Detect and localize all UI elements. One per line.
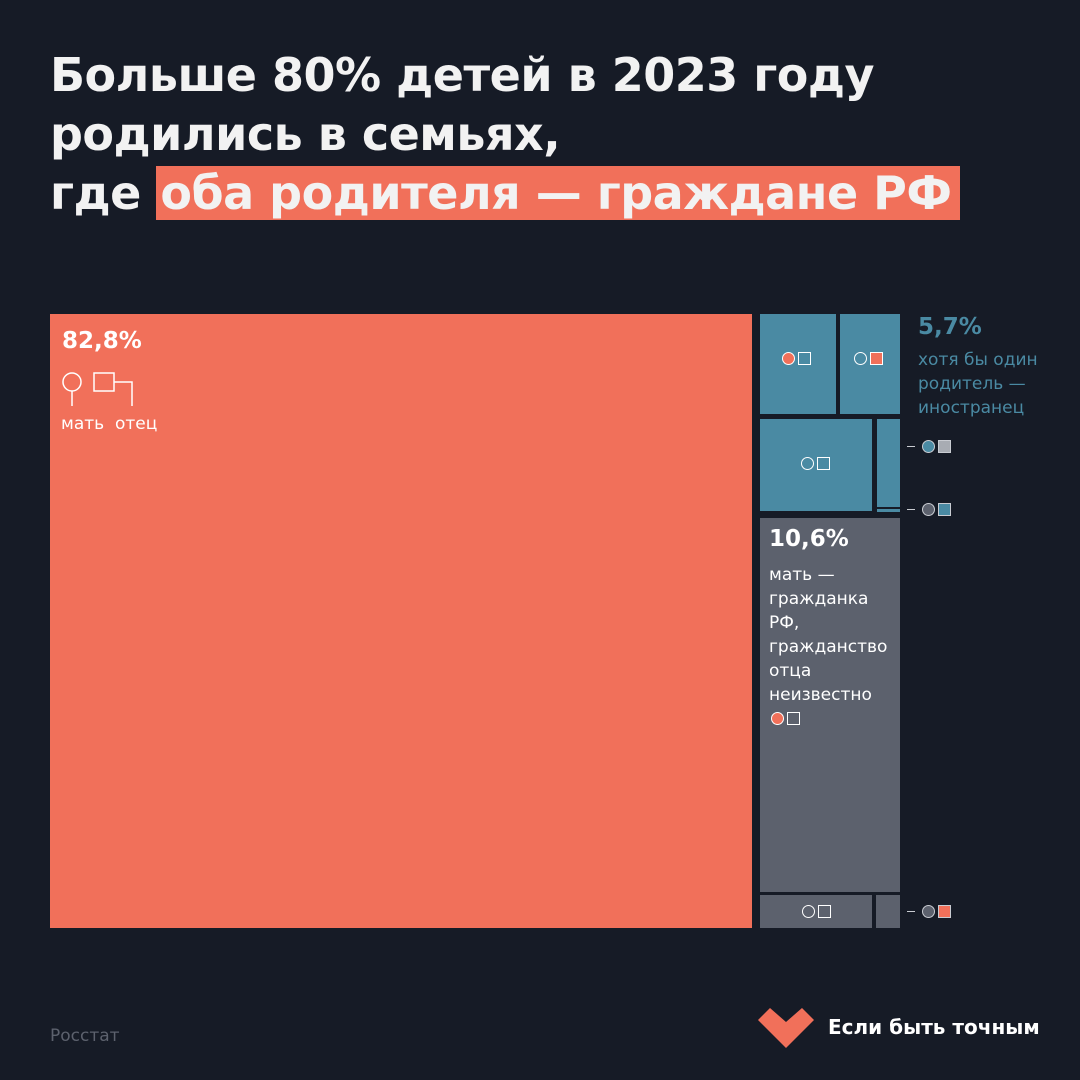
square-icon — [817, 457, 830, 470]
pair-glyph — [782, 352, 811, 365]
circle-icon — [802, 905, 815, 918]
tile-foreign-3 — [760, 419, 872, 511]
leader-line — [907, 445, 915, 448]
legend-key — [62, 372, 133, 406]
big-pct-label: 82,8% — [62, 328, 142, 354]
unknown-text-label: мать — гражданка РФ, гражданство отца не… — [769, 565, 888, 705]
circle-icon — [771, 712, 784, 725]
unknown-pct-label: 10,6% — [769, 526, 849, 552]
tile-foreign-2 — [840, 314, 900, 414]
circle-icon — [801, 457, 814, 470]
leader-line — [907, 910, 915, 913]
square-icon — [818, 905, 831, 918]
circle-icon — [782, 352, 795, 365]
foreign-pct-label: 5,7% — [918, 314, 982, 340]
circle-icon — [62, 372, 82, 392]
pair-glyph — [801, 457, 830, 470]
circle-icon — [854, 352, 867, 365]
title-line-2: родились в семьях, — [50, 107, 561, 161]
legend-labels: мать отец — [61, 414, 157, 434]
square-icon — [938, 440, 951, 453]
pair-glyph — [854, 352, 883, 365]
square-icon — [870, 352, 883, 365]
brand-logo-icon — [758, 1008, 814, 1048]
tile-foreign-4 — [877, 419, 900, 507]
tile-both-citizens: 82,8% — [50, 314, 752, 928]
title-line-3: где оба родителя — граждане РФ — [50, 164, 1050, 223]
tile-unknown-small-1 — [760, 895, 872, 928]
source-label: Росстат — [50, 1026, 120, 1046]
square-icon — [798, 352, 811, 365]
square-icon — [938, 503, 951, 516]
pair-glyph — [802, 905, 831, 918]
outside-glyph-3 — [907, 905, 951, 918]
chart-title: Больше 80% детей в 2023 году родились в … — [50, 46, 1050, 223]
outside-glyph-1 — [907, 440, 951, 453]
square-icon — [787, 712, 800, 725]
tile-foreign-1 — [760, 314, 836, 414]
foreign-text-label: хотя бы один родитель — иностранец — [918, 350, 1038, 418]
tile-father-unknown: 10,6% мать — гражданка РФ, гражданство о… — [760, 518, 900, 892]
tile-unknown-small-2 — [876, 895, 900, 928]
circle-icon — [922, 503, 935, 516]
square-icon — [93, 372, 115, 392]
title-highlight: оба родителя — граждане РФ — [156, 166, 960, 220]
title-line-1: Больше 80% детей в 2023 году — [50, 48, 875, 102]
brand-name: Если быть точным — [828, 1015, 1040, 1039]
circle-icon — [922, 905, 935, 918]
leader-line — [907, 508, 915, 511]
pair-glyph — [771, 712, 800, 725]
legend-mother: мать — [61, 414, 105, 434]
outside-glyph-2 — [907, 503, 951, 516]
circle-icon — [922, 440, 935, 453]
title-line-3-plain: где — [50, 166, 157, 220]
tile-foreign-5 — [877, 509, 900, 512]
square-icon — [938, 905, 951, 918]
legend-father: отец — [114, 414, 158, 434]
